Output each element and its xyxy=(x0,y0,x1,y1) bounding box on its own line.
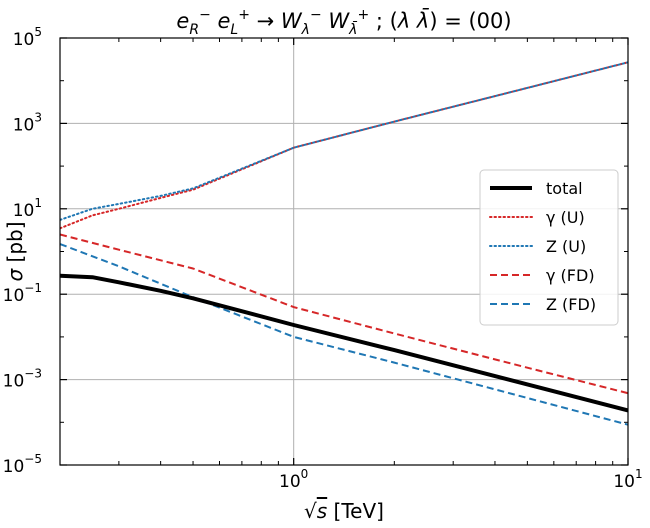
x-tick-label: 101 xyxy=(613,467,642,492)
y-tick-label: 10−1 xyxy=(3,281,42,306)
y-tick-label: 10−3 xyxy=(3,367,42,392)
chart-title: eR− eL+ → Wλ− Wλ̄+ ; (λ λ̄) = (00) xyxy=(176,7,511,38)
y-tick-label: 103 xyxy=(13,110,42,135)
legend-box xyxy=(479,169,619,326)
series-layer xyxy=(60,61,628,426)
y-tick-label: 105 xyxy=(13,25,42,50)
series-line-total xyxy=(60,273,628,413)
legend-label: Z (U) xyxy=(546,237,586,256)
y-tick-label: 10−5 xyxy=(3,452,42,477)
series-line-z-u xyxy=(60,61,628,221)
ticks: 100 101 10−5 10−3 10−1 101 103 105 xyxy=(3,25,643,492)
x-axis-label: √s [TeV] xyxy=(304,499,384,523)
y-axis-label: σ [pb] xyxy=(3,221,27,281)
series-line-fd xyxy=(60,233,628,395)
legend-label: total xyxy=(546,179,583,198)
legend-label: γ (U) xyxy=(546,208,585,227)
legend-label: γ (FD) xyxy=(546,266,595,285)
x-tick-label: 100 xyxy=(279,467,308,492)
legend-label: Z (FD) xyxy=(546,295,596,314)
y-tick-label: 101 xyxy=(13,196,42,221)
legend: total γ (U) Z (U) γ (FD) Z (FD) xyxy=(479,169,619,326)
